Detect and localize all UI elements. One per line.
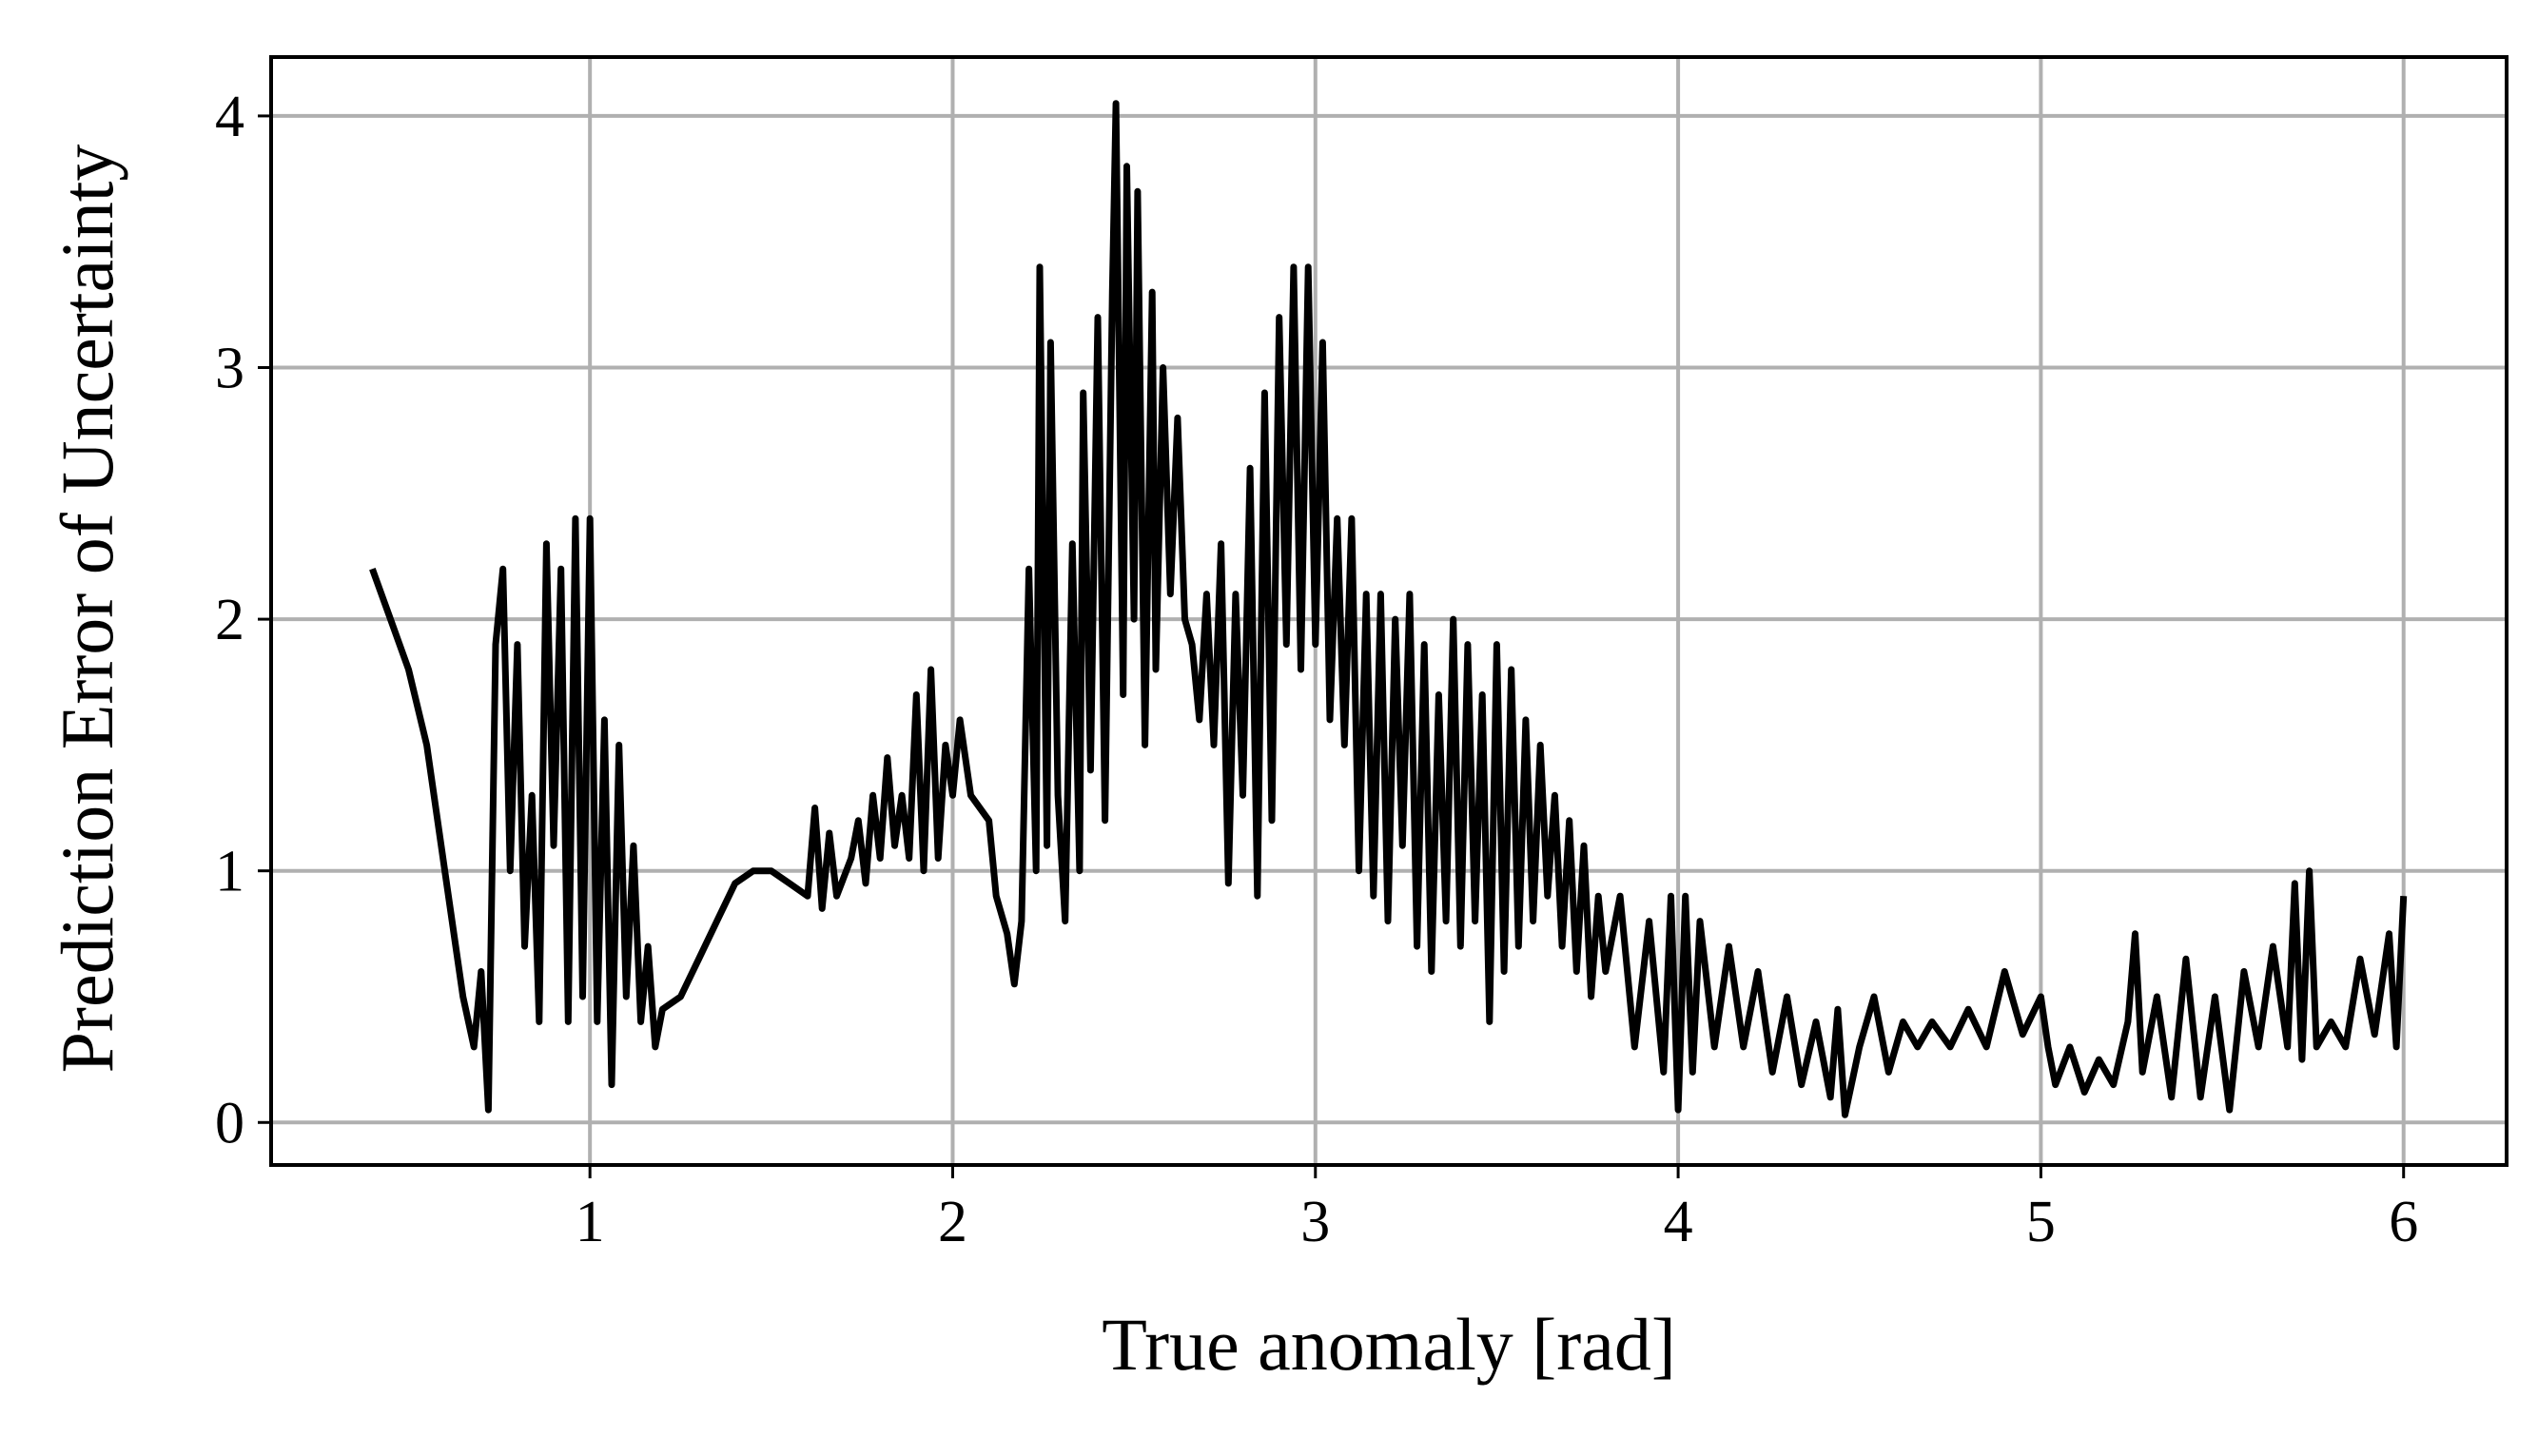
x-tick-label: 6 <box>2389 1190 2418 1254</box>
y-tick-label: 1 <box>215 840 244 904</box>
data-line <box>369 100 2408 1118</box>
x-tick-label: 3 <box>1300 1190 1330 1254</box>
x-tick-label: 1 <box>576 1190 605 1254</box>
y-tick-label: 0 <box>215 1091 244 1155</box>
x-tick-label: 5 <box>2026 1190 2056 1254</box>
plot-frame <box>269 55 2509 1167</box>
y-axis-label: Prediction Error of Uncertainty <box>46 145 128 1074</box>
y-tick-label: 3 <box>215 337 244 401</box>
x-tick-label: 4 <box>1664 1190 1693 1254</box>
y-tick-label: 2 <box>215 588 244 652</box>
x-tick-label: 2 <box>938 1190 967 1254</box>
x-axis-label: True anomaly [rad] <box>1102 1303 1676 1386</box>
y-tick-label: 4 <box>215 85 244 149</box>
